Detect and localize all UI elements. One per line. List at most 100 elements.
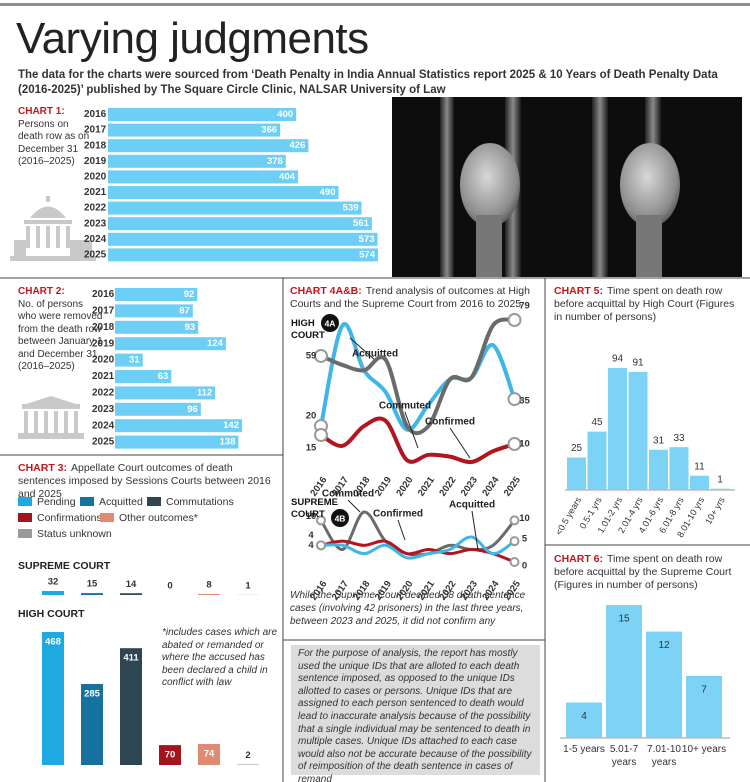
end-marker bbox=[314, 348, 328, 363]
value-label: 404 bbox=[279, 171, 296, 182]
value-label: 1 bbox=[245, 580, 251, 591]
category-label: 2022 bbox=[84, 203, 107, 214]
legend-label: Acquitted bbox=[99, 496, 143, 508]
chart-heading: CHART 2: No. of persons who were removed … bbox=[18, 286, 104, 374]
category-label: 2020 bbox=[92, 355, 115, 366]
value-label: 11 bbox=[694, 461, 705, 472]
category-label: 2024 bbox=[84, 234, 107, 245]
value-label: 378 bbox=[267, 156, 283, 167]
category-label: 2024 bbox=[92, 420, 115, 431]
bar bbox=[686, 675, 722, 738]
category-label: 2018 bbox=[84, 140, 107, 151]
bar bbox=[108, 232, 378, 246]
value-label: 490 bbox=[320, 187, 336, 198]
bar bbox=[628, 371, 648, 490]
category-label: 2021 bbox=[84, 187, 107, 198]
legend-swatch bbox=[18, 513, 32, 522]
bar bbox=[587, 431, 607, 490]
bar bbox=[115, 435, 239, 449]
value-label: 411 bbox=[123, 653, 139, 664]
value-label: 14 bbox=[126, 579, 137, 590]
bar bbox=[108, 123, 281, 137]
annotation-leader bbox=[471, 510, 479, 551]
x-tick-label: 2025 bbox=[502, 474, 524, 498]
chart-title: No. of persons who were removed from the… bbox=[18, 298, 103, 373]
annotation-leader bbox=[349, 337, 376, 361]
group-label: SUPREME COURT bbox=[18, 560, 111, 572]
value-label: 12 bbox=[658, 640, 670, 651]
value-label: 32 bbox=[48, 577, 59, 588]
category-label: 2020 bbox=[84, 172, 107, 183]
bar bbox=[115, 353, 143, 367]
category-label: 2019 bbox=[84, 156, 107, 167]
bar bbox=[710, 488, 730, 490]
annotation-leader bbox=[449, 427, 471, 459]
bar bbox=[108, 217, 372, 231]
chart-label: CHART 6: bbox=[554, 553, 603, 565]
bar bbox=[567, 457, 586, 490]
series-annotation: Acquitted bbox=[449, 500, 495, 511]
legend-swatch bbox=[18, 529, 32, 538]
series-line bbox=[319, 510, 516, 557]
series-line bbox=[319, 535, 516, 560]
series-line bbox=[319, 317, 517, 436]
value-label: 31 bbox=[129, 355, 140, 366]
chart-label: CHART 2: bbox=[18, 286, 65, 297]
series-annotation: Confirmed bbox=[425, 417, 475, 428]
x-tick-label: 2023 bbox=[459, 475, 480, 499]
value-label: 15 bbox=[618, 614, 630, 625]
chart-title: Persons on death row as on December 31 (… bbox=[18, 118, 90, 168]
badge bbox=[331, 509, 349, 527]
bar bbox=[115, 337, 226, 351]
bar bbox=[120, 648, 142, 765]
value-label: 31 bbox=[653, 435, 665, 446]
x-tick-label: 2020 bbox=[394, 475, 415, 499]
value-label: 4 bbox=[308, 530, 314, 541]
legend-label: Pending bbox=[37, 496, 76, 508]
chart-heading: CHART 5: Time spent on death row before a… bbox=[554, 285, 744, 324]
bar bbox=[108, 186, 339, 199]
bar bbox=[108, 108, 297, 121]
value-label: 15 bbox=[306, 443, 317, 454]
badge-label: 4A bbox=[325, 318, 336, 328]
bar bbox=[159, 745, 181, 765]
end-marker bbox=[507, 437, 522, 452]
category-label: 2019 bbox=[92, 338, 115, 349]
chart-label: CHART 4A&B: bbox=[290, 285, 362, 297]
value-label: 74 bbox=[204, 748, 215, 759]
value-label: 468 bbox=[45, 637, 61, 648]
value-label: 112 bbox=[197, 387, 212, 398]
category-label: 2017 bbox=[92, 306, 115, 317]
end-marker bbox=[316, 540, 326, 551]
value-label: 2 bbox=[245, 750, 250, 761]
category-label: 2025 bbox=[84, 250, 107, 261]
category-label: 2022 bbox=[92, 388, 115, 399]
category-label: 2016 bbox=[84, 109, 107, 120]
bar bbox=[108, 139, 309, 153]
value-label: 0 bbox=[167, 581, 172, 592]
chart-label: CHART 1: bbox=[18, 106, 65, 117]
value-label: 20 bbox=[306, 411, 317, 422]
x-tick-label: 2019 bbox=[373, 475, 394, 499]
bar bbox=[115, 419, 242, 433]
bar bbox=[115, 402, 201, 416]
value-label: 15 bbox=[87, 579, 98, 590]
bar bbox=[108, 248, 378, 262]
value-label: 539 bbox=[343, 203, 359, 214]
title: Varying judgments bbox=[16, 14, 369, 63]
value-label: 25 bbox=[571, 443, 583, 454]
legend-label: Status unknown bbox=[37, 528, 112, 540]
bar bbox=[198, 743, 220, 765]
x-tick-label: 10+ yrs bbox=[703, 495, 727, 526]
chart-title: Time spent on death row before acquittal… bbox=[554, 553, 732, 591]
category-label: 2018 bbox=[92, 322, 115, 333]
bar bbox=[690, 475, 709, 490]
legend-label: Confirmations bbox=[37, 512, 102, 524]
value-label: 70 bbox=[165, 750, 176, 761]
bar bbox=[81, 684, 103, 765]
series-annotation: Commuted bbox=[379, 401, 431, 412]
x-tick-label: 1-5 years bbox=[563, 744, 605, 755]
category-label: 2023 bbox=[92, 404, 115, 415]
intro: The data for the charts were sourced fro… bbox=[18, 69, 718, 96]
bar bbox=[115, 304, 193, 318]
